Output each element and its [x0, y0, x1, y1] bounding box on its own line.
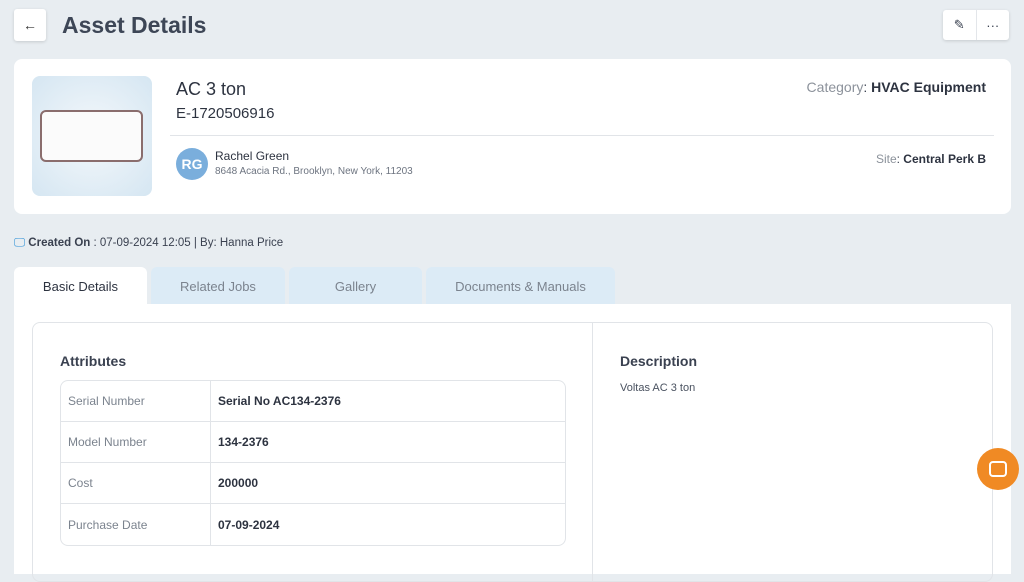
more-icon: ··· — [986, 17, 1000, 33]
description-text: Voltas AC 3 ton — [620, 382, 696, 394]
description-title: Description — [620, 353, 698, 369]
more-button[interactable]: ··· — [977, 10, 1010, 40]
asset-image[interactable] — [32, 76, 152, 196]
asset-code: E-1720506916 — [176, 105, 275, 122]
tab-basic-details[interactable]: Basic Details — [14, 267, 147, 305]
table-row: Purchase Date 07-09-2024 — [61, 504, 565, 545]
header-actions: ✎ ··· — [943, 10, 1009, 40]
asset-name: AC 3 ton — [176, 79, 247, 99]
table-row: Model Number 134-2376 — [61, 422, 565, 463]
avatar: RG — [176, 148, 208, 180]
tab-documents-manuals[interactable]: Documents & Manuals — [426, 267, 615, 305]
created-info: 🖵 Created On : 07-09-2024 12:05 | By: Ha… — [14, 237, 284, 249]
site: Site: Central Perk B — [875, 152, 986, 166]
tab-related-jobs[interactable]: Related Jobs — [151, 267, 285, 305]
chat-launcher-button[interactable] — [977, 448, 1019, 490]
table-row: Cost 200000 — [61, 463, 565, 504]
category: Category: HVAC Equipment — [806, 79, 986, 95]
pencil-icon: ✎ — [953, 17, 965, 32]
customer-address: 8648 Acacia Rd., Brooklyn, New York, 112… — [215, 166, 413, 177]
attributes-table: Serial Number Serial No AC134-2376 Model … — [60, 380, 566, 546]
attributes-title: Attributes — [60, 353, 127, 369]
monitor-icon: 🖵 — [14, 237, 26, 249]
back-button[interactable]: ← — [14, 9, 46, 41]
basic-details-panel: Attributes Serial Number Serial No AC134-… — [14, 304, 1011, 582]
customer-name[interactable]: Rachel Green — [215, 149, 290, 163]
tab-bar: Basic Details Related Jobs Gallery Docum… — [14, 267, 615, 305]
page-title: Asset Details — [62, 12, 207, 38]
arrow-left-icon: ← — [23, 17, 37, 33]
divider — [170, 135, 994, 136]
edit-button[interactable]: ✎ — [943, 10, 977, 40]
tab-gallery[interactable]: Gallery — [289, 267, 422, 305]
chat-icon — [989, 461, 1007, 477]
table-row: Serial Number Serial No AC134-2376 — [61, 381, 565, 422]
asset-summary-card: AC 3 ton E-1720506916 RG Rachel Green 86… — [14, 59, 1011, 214]
